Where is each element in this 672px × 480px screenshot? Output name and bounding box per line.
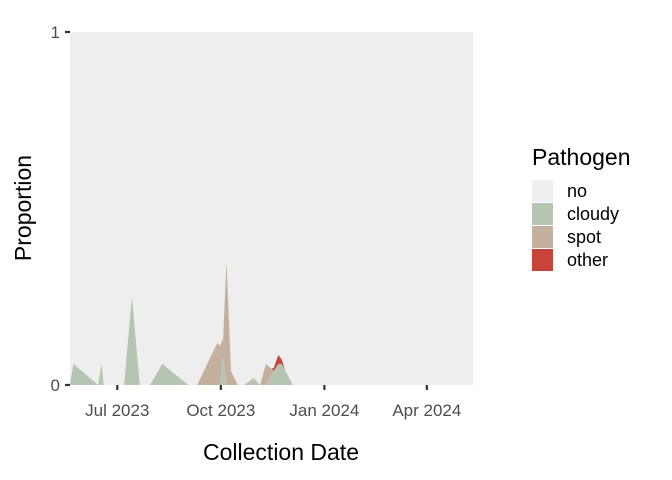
x-tick-label: Apr 2024 [392, 401, 461, 420]
legend-key-cloudy [532, 203, 553, 225]
x-axis-title: Collection Date [203, 439, 359, 465]
area-series-spot [70, 261, 293, 385]
legend-title: Pathogen [532, 144, 630, 170]
legend-label-no: no [567, 181, 587, 201]
series-layer [70, 261, 293, 385]
y-axis: 01 [51, 23, 70, 395]
legend-label-other: other [567, 250, 608, 270]
x-axis: Jul 2023 Oct 2023 Jan 2024 Apr 2024 [85, 385, 461, 420]
legend-key-spot [532, 226, 553, 248]
legend-label-spot: spot [567, 227, 601, 247]
x-tick-label: Jan 2024 [289, 401, 359, 420]
y-tick-label: 1 [51, 23, 60, 42]
plot-panel [70, 32, 473, 385]
legend-key-other [532, 249, 553, 271]
x-tick-label: Jul 2023 [85, 401, 149, 420]
legend-label-cloudy: cloudy [567, 204, 619, 224]
y-tick-label: 0 [51, 376, 60, 395]
y-axis-title: Proportion [10, 155, 36, 261]
legend: Pathogen no cloudy spot other [532, 144, 630, 271]
x-tick-label: Oct 2023 [186, 401, 255, 420]
legend-key-no [532, 180, 553, 202]
